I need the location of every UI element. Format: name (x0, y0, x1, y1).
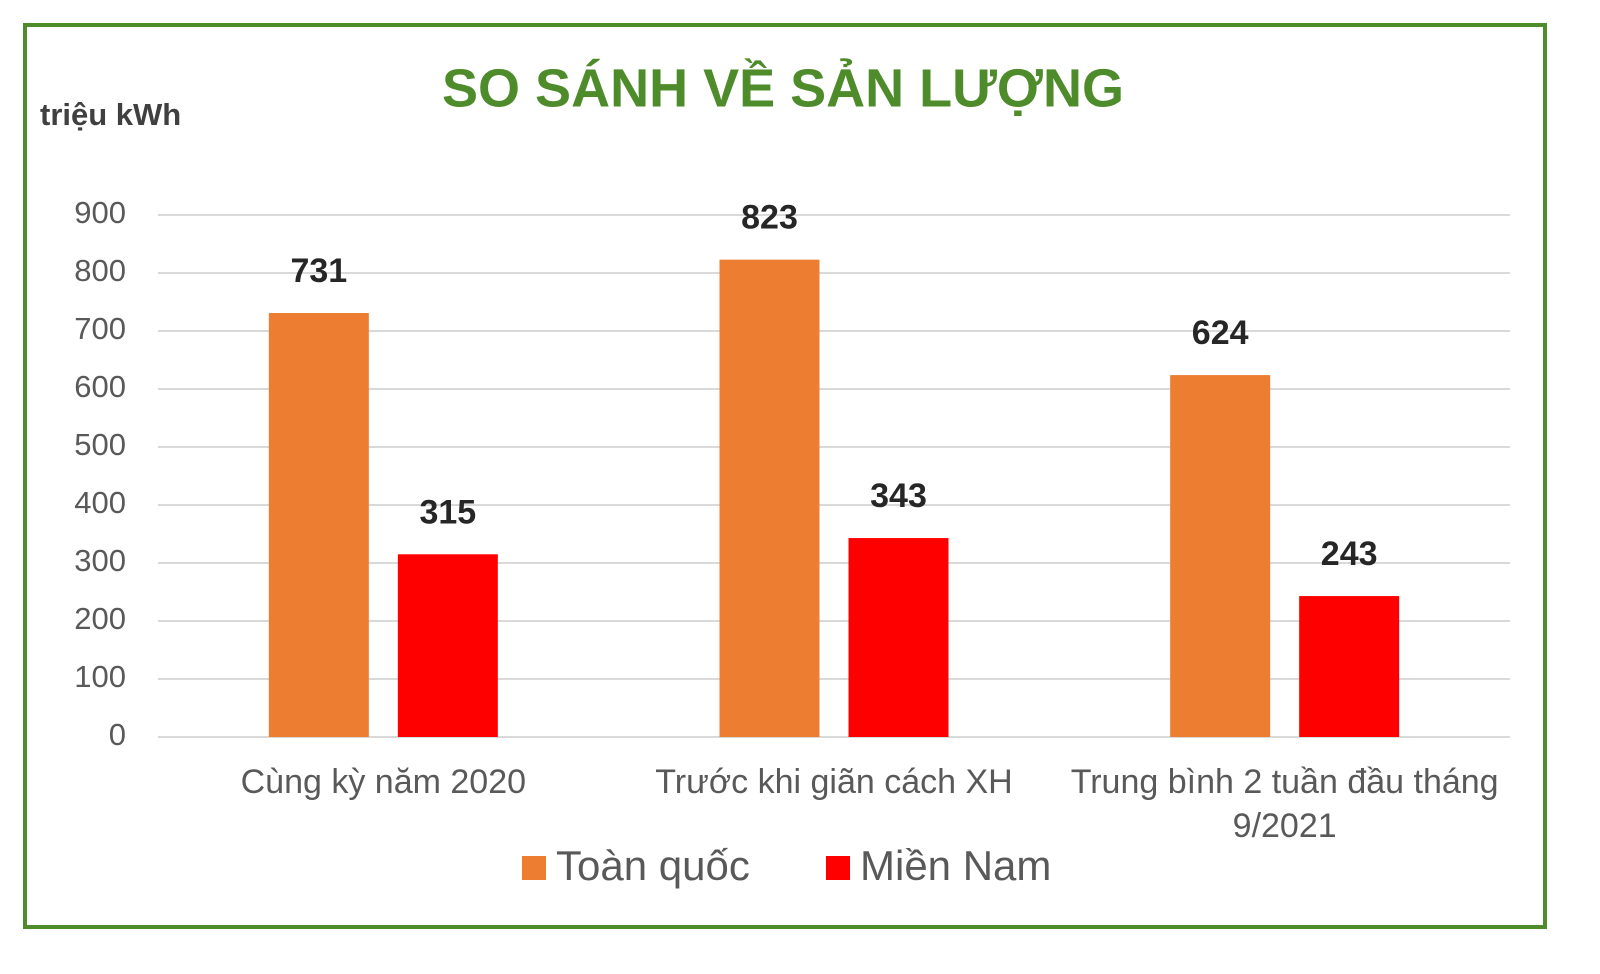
data-label: 343 (870, 477, 927, 515)
bar (397, 554, 498, 737)
y-tick-label: 100 (74, 659, 126, 694)
bar (719, 259, 820, 737)
legend-swatch (826, 856, 850, 880)
x-tick-label: Trung bình 2 tuần đầu tháng 9/2021 (1070, 763, 1499, 845)
legend-swatch (522, 856, 546, 880)
y-tick-label: 200 (74, 601, 126, 636)
bar (848, 538, 949, 737)
legend-label: Miền Nam (860, 842, 1051, 889)
chart-title: SO SÁNH VỀ SẢN LƯỢNG (442, 58, 1124, 118)
x-tick-label: Trước khi giãn cách XH (655, 763, 1013, 801)
y-tick-label: 700 (74, 311, 126, 346)
y-tick-label: 500 (74, 427, 126, 462)
data-label: 243 (1321, 535, 1378, 573)
bar (268, 313, 369, 737)
data-label: 315 (419, 493, 476, 531)
x-tick-label: Cùng kỳ năm 2020 (240, 763, 527, 801)
bar (1170, 375, 1271, 737)
data-label: 823 (741, 199, 798, 237)
y-tick-label: 600 (74, 369, 126, 404)
bar (1299, 596, 1400, 737)
y-axis-label: triệu kWh (40, 97, 181, 132)
data-label: 624 (1192, 314, 1249, 352)
y-tick-label: 800 (74, 253, 126, 288)
legend-label: Toàn quốc (556, 842, 750, 889)
y-tick-label: 0 (109, 717, 126, 752)
data-label: 731 (290, 252, 347, 290)
y-tick-label: 300 (74, 543, 126, 578)
y-tick-label: 400 (74, 485, 126, 520)
y-tick-label: 900 (74, 195, 126, 230)
